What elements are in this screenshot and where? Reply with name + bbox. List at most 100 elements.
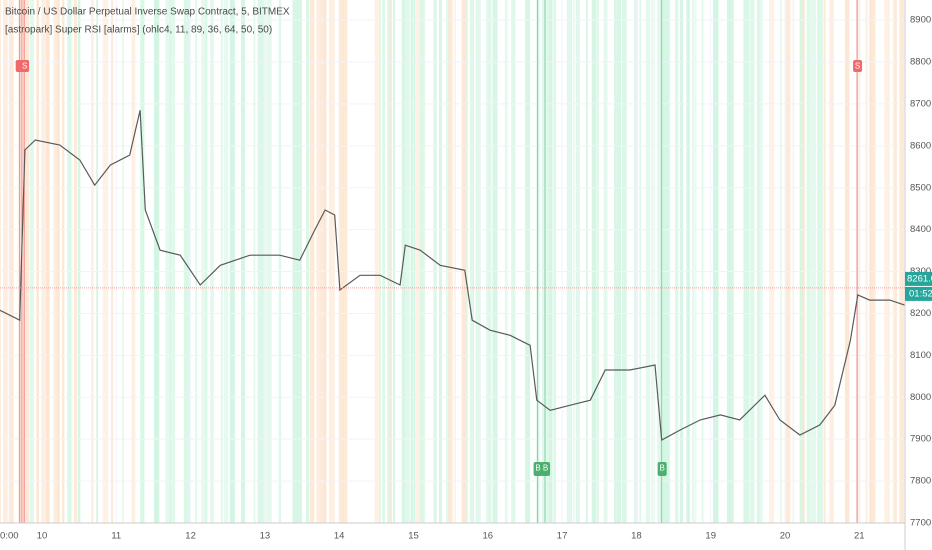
signal-band <box>122 0 124 523</box>
signal-band <box>829 0 834 523</box>
signal-band <box>679 0 683 523</box>
signal-band <box>810 0 817 523</box>
price-line <box>0 110 905 441</box>
x-tick-label: 16 <box>483 531 494 542</box>
signal-band <box>379 0 381 523</box>
signal-band <box>662 0 666 523</box>
buy-flag <box>533 462 543 476</box>
x-tick-label: 15 <box>408 531 419 542</box>
signal-band <box>220 0 223 523</box>
signal-band <box>445 0 451 523</box>
signal-band <box>585 0 588 523</box>
buy-flag-label: B <box>543 464 548 473</box>
sell-flag <box>853 60 863 72</box>
buy-flag-label: B <box>659 464 664 473</box>
signal-band <box>205 0 208 523</box>
signal-band <box>731 0 734 523</box>
y-tick-label: 8900.0 <box>910 15 932 26</box>
y-tick-label: 8700.0 <box>910 98 932 109</box>
signal-band <box>511 0 516 523</box>
sell-flag-label: S <box>855 62 860 71</box>
signal-band <box>241 0 246 523</box>
signal-band <box>343 0 347 523</box>
signal-band <box>3 0 8 523</box>
signal-band <box>465 0 469 523</box>
signal-band <box>393 0 396 523</box>
signal-band <box>865 0 868 523</box>
signal-band <box>102 0 109 523</box>
x-tick-label: 10 <box>37 531 48 542</box>
signal-band <box>36 0 39 523</box>
y-tick-label: 7700.0 <box>910 518 932 529</box>
signal-band <box>486 0 492 523</box>
signal-band <box>77 0 81 523</box>
signal-band <box>338 0 344 523</box>
y-tick-label: 8200.0 <box>910 308 932 319</box>
signal-band <box>691 0 695 523</box>
signal-band <box>154 0 160 523</box>
signal-band <box>475 0 481 523</box>
signal-band <box>67 0 72 523</box>
signal-band <box>892 0 896 523</box>
signal-band <box>223 0 229 523</box>
signal-band <box>845 0 850 523</box>
signal-band <box>438 0 442 523</box>
signal-band <box>857 0 861 523</box>
indicator-label: [astropark] Super RSI [alarms] (ohlc4, 1… <box>5 25 272 36</box>
signal-band <box>296 0 302 523</box>
signal-band <box>0 0 2 523</box>
x-tick-label: 0:00 <box>0 531 19 542</box>
signal-band <box>756 0 761 523</box>
signal-band <box>548 0 553 523</box>
signal-band <box>470 0 473 523</box>
signal-band <box>278 0 282 523</box>
signal-band <box>165 0 171 523</box>
signal-band <box>792 0 794 523</box>
signal-band <box>597 0 599 523</box>
signal-band <box>743 0 750 523</box>
signal-band <box>266 0 272 523</box>
signal-band <box>806 0 811 523</box>
countdown-box <box>905 286 932 301</box>
signal-band <box>8 0 14 523</box>
last-price-label: 8261.0 <box>907 273 932 284</box>
sell-flag <box>20 60 30 72</box>
buy-flag-label: B <box>535 464 540 473</box>
signal-band <box>46 0 50 523</box>
x-tick-label: 14 <box>334 531 345 542</box>
signal-band <box>23 0 27 523</box>
signal-band <box>389 0 392 523</box>
signal-band <box>817 0 823 523</box>
countdown-label: 01:52 <box>909 288 932 299</box>
signal-band <box>201 0 207 523</box>
signal-band <box>884 0 890 523</box>
signal-band <box>169 0 175 523</box>
signal-band <box>53 0 60 523</box>
signal-band <box>566 0 573 523</box>
signal-band <box>894 0 897 523</box>
x-tick-label: 11 <box>111 531 121 542</box>
signal-band <box>869 0 873 523</box>
x-tick-label: 18 <box>631 531 642 542</box>
signal-band <box>657 0 662 523</box>
signal-band <box>823 0 826 523</box>
signal-band <box>422 0 424 523</box>
x-tick-label: 17 <box>557 531 568 542</box>
signal-band <box>553 0 556 523</box>
signal-band <box>504 0 508 523</box>
signal-band <box>667 0 671 523</box>
signal-band <box>614 0 620 523</box>
x-tick-label: 13 <box>260 531 271 542</box>
signal-band <box>404 0 410 523</box>
signal-band <box>131 0 136 523</box>
signal-band <box>785 0 791 523</box>
x-tick-label: 19 <box>705 531 716 542</box>
signal-band <box>542 0 546 523</box>
y-tick-label: 7800.0 <box>910 476 932 487</box>
signal-band <box>603 0 608 523</box>
signal-band <box>621 0 627 523</box>
signal-band <box>62 0 65 523</box>
signal-band <box>323 0 326 523</box>
signal-band <box>316 0 322 523</box>
signal-band <box>618 0 621 523</box>
